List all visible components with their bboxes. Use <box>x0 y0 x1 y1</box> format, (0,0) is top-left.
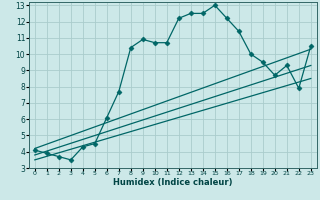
X-axis label: Humidex (Indice chaleur): Humidex (Indice chaleur) <box>113 178 233 187</box>
